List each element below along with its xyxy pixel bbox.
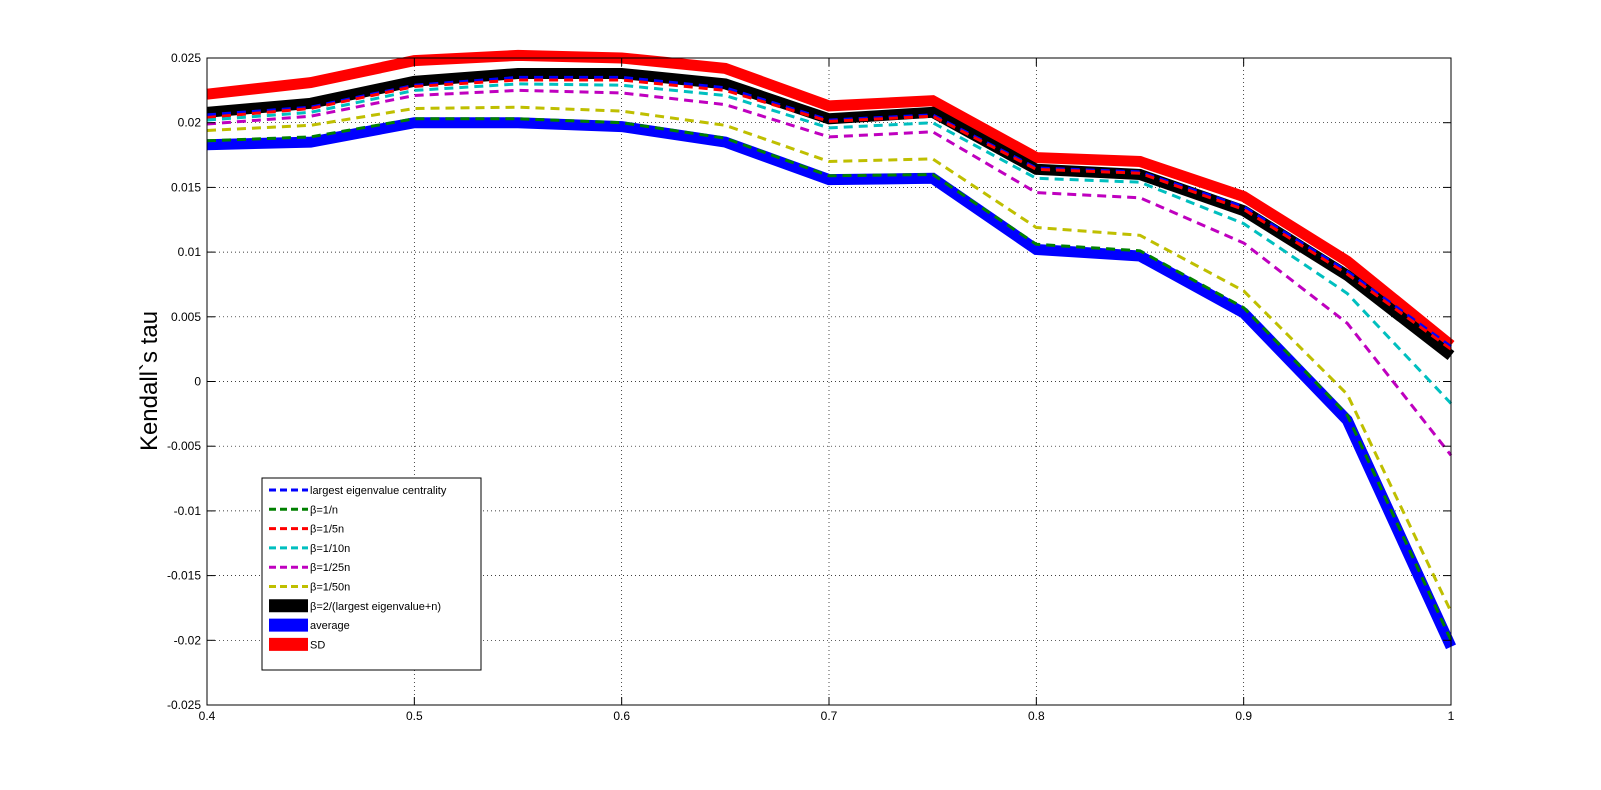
y-axis-label: Kendall`s tau xyxy=(136,311,163,451)
y-tick-label: -0.005 xyxy=(167,439,201,453)
y-tick-label: 0.005 xyxy=(171,310,201,324)
x-tick-label: 0.5 xyxy=(406,709,423,723)
y-tick-label: 0.01 xyxy=(178,245,202,259)
series-line-8 xyxy=(206,105,1453,613)
legend-label-1: β=1/n xyxy=(310,504,338,516)
legend-label-7: average xyxy=(310,620,350,632)
x-tick-label: 0.7 xyxy=(821,709,838,723)
x-tick-label: 1 xyxy=(1448,709,1455,723)
y-tick-label: 0 xyxy=(194,375,201,389)
series-line-2 xyxy=(206,117,1457,650)
series-line-4 xyxy=(206,117,1453,641)
y-tick-label: -0.015 xyxy=(167,569,201,583)
y-tick-label: -0.01 xyxy=(174,504,202,518)
legend-label-0: largest eigenvalue centrality xyxy=(310,485,447,497)
series-line-7 xyxy=(206,88,1453,457)
axes: 0.4 0.5 0.6 0.7 0.8 0.9 1 0.025 0.02 0.015 0.01 0.0… xyxy=(167,51,1455,723)
legend-label-6: β=2/(largest eigenvalue+n) xyxy=(310,601,441,613)
legend-label-4: β=1/25n xyxy=(310,562,350,574)
x-tick-label: 0.9 xyxy=(1235,709,1252,723)
x-tick-label: 0.4 xyxy=(199,709,216,723)
x-tick-label: 0.8 xyxy=(1028,709,1045,723)
series-line-6 xyxy=(206,82,1453,405)
legend-label-5: β=1/50n xyxy=(310,582,350,594)
legend-label-2: β=1/5n xyxy=(310,524,344,536)
y-tick-label: -0.02 xyxy=(174,633,202,647)
y-tick-label: 0.02 xyxy=(178,116,202,130)
y-tick-label: 0.025 xyxy=(171,51,201,65)
x-tick-label: 0.6 xyxy=(613,709,630,723)
y-tick-label: 0.015 xyxy=(171,180,201,194)
legend-label-3: β=1/10n xyxy=(310,543,350,555)
legend-label-8: SD xyxy=(310,639,325,651)
y-tick-label: -0.025 xyxy=(167,698,201,712)
legend: largest eigenvalue centrality β=1/n β=1/5n… xyxy=(261,477,482,671)
